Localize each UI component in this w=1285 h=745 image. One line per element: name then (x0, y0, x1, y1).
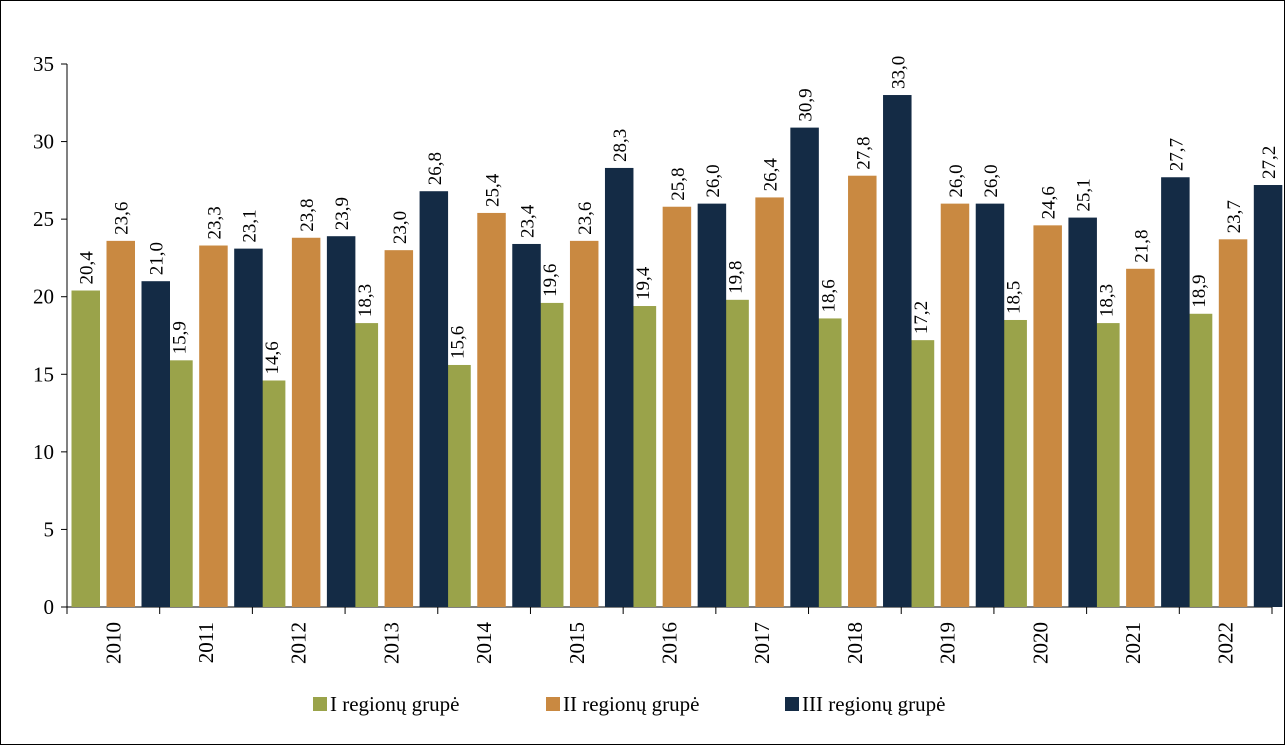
data-label: 15,9 (169, 321, 190, 354)
data-label: 19,4 (633, 266, 654, 300)
data-label: 25,4 (483, 173, 504, 207)
legend-label-series-1: I regionų grupė (330, 692, 459, 716)
bar-series-3-2012 (326, 236, 356, 608)
bar-series-2-2020 (1033, 225, 1062, 607)
data-label: 18,3 (1096, 284, 1117, 317)
y-tick-label: 5 (44, 517, 55, 541)
bar-series-2-2011 (199, 245, 228, 607)
data-label: 23,6 (575, 202, 596, 235)
bar-series-3-2021 (1161, 177, 1190, 608)
data-label: 27,8 (853, 136, 874, 169)
data-label: 23,3 (204, 206, 225, 239)
legend-label-series-3: III regionų grupė (802, 692, 945, 716)
data-label: 26,4 (761, 158, 782, 192)
data-label: 19,6 (540, 264, 561, 297)
bar-series-3-2010 (141, 281, 170, 607)
bar-series-3-2016 (697, 203, 727, 607)
bar-series-1-2010 (71, 290, 100, 607)
data-label: 23,7 (1224, 200, 1245, 233)
data-label: 26,8 (425, 152, 446, 185)
bar-series-2-2014 (477, 212, 506, 608)
x-tick-label: 2011 (194, 622, 218, 663)
bar-series-3-2015 (604, 167, 634, 607)
legend-swatch-series-1 (313, 697, 327, 711)
bar-series-3-2022 (1253, 185, 1283, 608)
x-tick-label: 2014 (472, 622, 496, 665)
data-label: 23,9 (332, 197, 353, 230)
bar-series-2-2017 (755, 197, 784, 607)
bar-series-3-2011 (234, 248, 263, 607)
x-tick-label: 2021 (1121, 622, 1145, 664)
bar-series-3-2019 (975, 203, 1005, 607)
data-label: 14,6 (262, 341, 283, 374)
data-label: 24,6 (1039, 186, 1060, 219)
data-label: 18,5 (1004, 281, 1025, 314)
data-label: 25,1 (1074, 178, 1095, 211)
bar-series-2-2018 (848, 175, 877, 607)
bar-series-2-2013 (384, 250, 414, 607)
legend: I regionų grupė II regionų grupė III regio… (313, 692, 945, 716)
bars-group (71, 95, 1283, 608)
data-label: 23,4 (518, 204, 539, 238)
data-label: 23,6 (112, 202, 133, 235)
data-label: 20,4 (77, 251, 98, 285)
data-label: 23,0 (390, 211, 411, 244)
bar-series-3-2018 (883, 95, 912, 608)
data-label: 17,2 (911, 301, 932, 334)
y-tick-label: 35 (33, 52, 54, 76)
data-label: 27,2 (1259, 146, 1280, 179)
bar-series-2-2019 (940, 203, 970, 607)
x-tick-label: 2015 (565, 622, 589, 664)
data-label: 21,0 (147, 242, 168, 275)
x-tick-label: 2020 (1028, 622, 1052, 664)
x-tick-label: 2022 (1214, 622, 1238, 664)
data-label: 30,9 (796, 88, 817, 121)
legend-swatch-series-3 (785, 697, 799, 711)
y-tick-label: 10 (33, 440, 54, 464)
x-tick-label: 2010 (101, 622, 125, 664)
legend-label-series-2: II regionų grupė (563, 692, 699, 716)
x-tick-label: 2018 (843, 622, 867, 664)
data-label: 18,6 (818, 279, 839, 312)
bar-series-2-2012 (291, 237, 321, 607)
x-tick-label: 2013 (379, 622, 403, 664)
x-tick-label: 2019 (936, 622, 960, 664)
data-label: 18,9 (1189, 275, 1210, 308)
x-axis: 2010 2011 2012 2013 2014 2015 2016 2017 2018 2019… (66, 606, 1273, 665)
y-tick-label: 20 (33, 285, 54, 309)
x-tick-label: 2016 (658, 622, 682, 664)
x-tick-label: 2017 (750, 622, 774, 664)
data-label: 15,6 (448, 326, 469, 359)
data-label: 21,8 (1131, 230, 1152, 263)
bar-series-3-2017 (790, 127, 819, 607)
data-label: 18,3 (355, 284, 376, 317)
data-label: 28,3 (610, 129, 631, 162)
bar-series-3-2020 (1068, 217, 1097, 607)
y-tick-label: 0 (44, 595, 55, 619)
data-label: 19,8 (726, 261, 747, 294)
bar-series-2-2022 (1218, 239, 1248, 607)
y-tick-label: 30 (33, 130, 54, 154)
bar-series-3-2014 (512, 243, 541, 608)
data-label: 23,8 (297, 199, 318, 232)
y-tick-label: 25 (33, 207, 54, 231)
legend-swatch-series-2 (546, 697, 560, 711)
data-label: 25,8 (668, 167, 689, 200)
x-tick-label: 2012 (287, 622, 311, 664)
data-label: 26,0 (981, 164, 1002, 197)
data-label: 27,7 (1166, 138, 1187, 171)
data-label: 26,0 (946, 164, 967, 197)
bar-series-2-2021 (1126, 268, 1155, 607)
data-label: 33,0 (888, 56, 909, 89)
data-labels-group: 20,4 15,9 14,6 18,3 15,6 19,6 19,4 19,8 18,6 17,2… (77, 56, 1280, 375)
bar-series-2-2016 (662, 206, 692, 607)
bar-series-2-2015 (569, 240, 599, 607)
bar-series-3-2013 (419, 191, 449, 607)
y-axis: 0 5 10 15 20 25 30 35 (33, 52, 68, 619)
bar-series-2-2010 (106, 240, 135, 607)
data-label: 23,1 (239, 209, 260, 242)
y-tick-label: 15 (33, 362, 54, 386)
data-label: 26,0 (703, 164, 724, 197)
